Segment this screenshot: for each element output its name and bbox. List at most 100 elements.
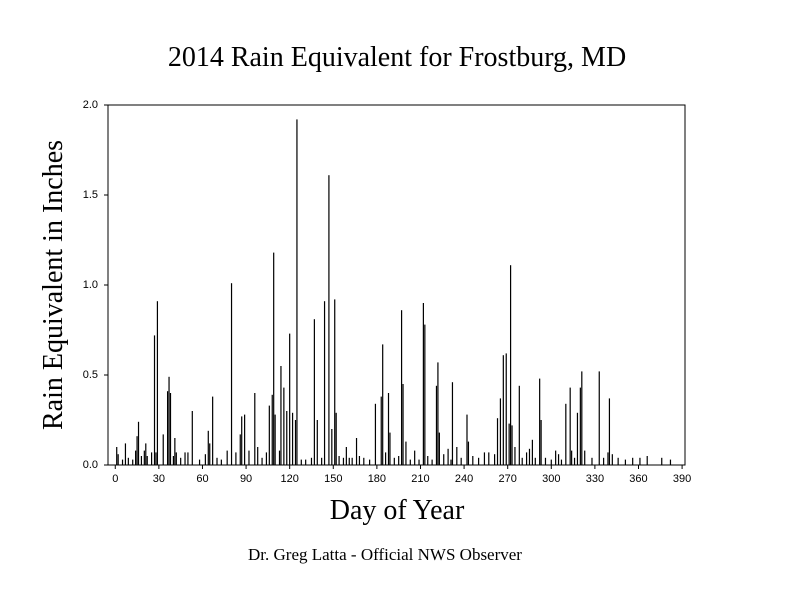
bar (639, 457, 641, 465)
bar (273, 252, 275, 465)
bar (209, 443, 211, 465)
bar (313, 319, 315, 465)
bar (451, 382, 454, 465)
bar (576, 412, 579, 465)
bar (280, 366, 282, 465)
footer: Dr. Greg Latta - Official NWS Observer (248, 545, 522, 564)
bar (174, 438, 176, 465)
bar (569, 387, 571, 465)
bar (380, 396, 382, 465)
x-tick-label: 330 (586, 473, 604, 485)
bar (374, 403, 377, 465)
bar (278, 450, 281, 465)
bar (207, 430, 209, 465)
bar (132, 459, 134, 465)
bar (437, 362, 439, 465)
bar (155, 452, 157, 465)
bar (565, 403, 567, 465)
bar (528, 448, 531, 465)
bar (135, 450, 137, 465)
bar (127, 457, 129, 465)
bar (230, 283, 233, 465)
bar (557, 454, 560, 465)
bar (389, 432, 391, 465)
bar (338, 456, 340, 465)
bar (146, 456, 148, 465)
bar (598, 371, 600, 465)
bar (544, 457, 547, 465)
bar (117, 454, 119, 465)
bar (531, 439, 533, 465)
bar (603, 457, 605, 465)
y-tick-label: 1.5 (83, 189, 98, 201)
bar (351, 457, 353, 465)
y-tick-label: 0.0 (83, 459, 98, 471)
bar (443, 454, 445, 465)
bar (418, 459, 420, 465)
bar (348, 457, 350, 465)
bar (316, 420, 318, 465)
bar (505, 353, 507, 465)
bar (571, 450, 573, 465)
bar (121, 459, 124, 465)
bar (355, 438, 358, 465)
bar (661, 457, 663, 465)
bar (257, 447, 259, 465)
bar (254, 393, 256, 465)
bar (286, 411, 288, 465)
bar (321, 457, 323, 465)
x-tick-label: 30 (153, 473, 165, 485)
bar (137, 421, 140, 465)
bar (450, 459, 452, 465)
bar (617, 457, 619, 465)
bar (180, 457, 182, 465)
bar (191, 411, 193, 465)
x-tick-label: 300 (542, 473, 560, 485)
bar (550, 459, 552, 465)
bar (511, 425, 513, 465)
bar (283, 387, 285, 465)
bar (400, 310, 403, 465)
bar (153, 335, 156, 465)
bar (573, 457, 576, 465)
x-tick-label: 360 (629, 473, 647, 485)
bar (467, 441, 470, 465)
bar (145, 443, 147, 465)
bar (427, 456, 429, 465)
bar (409, 459, 411, 465)
bar (496, 418, 499, 465)
bar (405, 441, 407, 465)
x-tick-label: 60 (196, 473, 208, 485)
bar (305, 459, 307, 465)
bar (335, 412, 337, 465)
bar (358, 456, 361, 465)
bar (488, 452, 490, 465)
bar (402, 384, 404, 465)
bar (136, 436, 138, 465)
bar (175, 452, 177, 465)
bar (265, 452, 268, 465)
x-tick-label: 240 (455, 473, 473, 485)
bar (151, 452, 153, 465)
bar (393, 457, 395, 465)
bar (220, 459, 222, 465)
x-tick-label: 120 (280, 473, 298, 485)
bar (342, 457, 345, 465)
bar (483, 452, 486, 465)
bar (116, 447, 118, 465)
bar (291, 412, 294, 465)
bar (166, 391, 169, 465)
bar (216, 457, 218, 465)
bar (169, 393, 172, 465)
bar (534, 457, 536, 465)
x-axis-label: Day of Year (330, 495, 465, 526)
bar (539, 378, 541, 465)
y-axis-label: Rain Equivalent in Inches (38, 140, 69, 430)
bar (514, 447, 516, 465)
bar (607, 452, 609, 465)
bar (162, 434, 164, 465)
x-tick-label: 180 (368, 473, 386, 485)
y-tick-label: 1.0 (83, 279, 98, 291)
bar (414, 450, 416, 465)
bar (435, 385, 438, 465)
